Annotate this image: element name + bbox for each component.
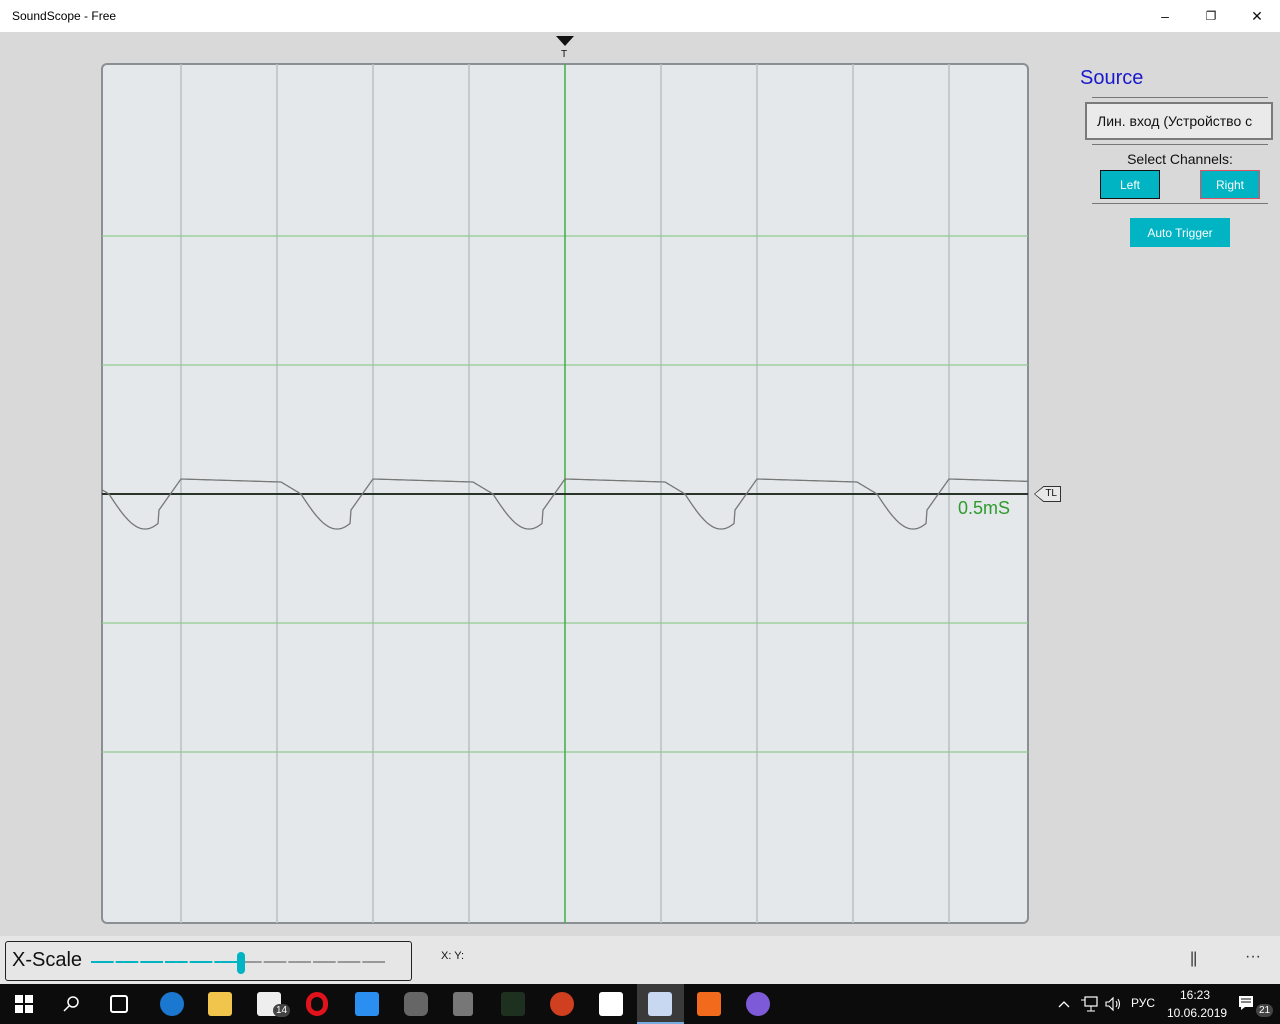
- store-icon[interactable]: [599, 992, 623, 1016]
- task-view-icon[interactable]: [110, 995, 128, 1013]
- window-title: SoundScope - Free: [12, 9, 117, 23]
- left-channel-button[interactable]: Left: [1100, 170, 1160, 199]
- x-scale-slider[interactable]: [86, 952, 391, 974]
- x-scale-control: X-Scale: [5, 941, 412, 981]
- app-icon[interactable]: [355, 992, 379, 1016]
- title-bar: SoundScope - Free – ❐ ✕: [0, 0, 1280, 32]
- divider: [1092, 144, 1268, 145]
- waveform-trace: [101, 478, 1029, 530]
- cursor-readout: X: Y:: [441, 950, 465, 962]
- auto-trigger-button[interactable]: Auto Trigger: [1130, 218, 1230, 247]
- right-channel-button[interactable]: Right: [1200, 170, 1260, 199]
- ccleaner-icon[interactable]: [550, 992, 574, 1016]
- time-scale-label: 0.5mS: [958, 498, 1011, 518]
- app-icon[interactable]: [501, 992, 525, 1016]
- soundscope-icon: [648, 992, 672, 1016]
- recorder-icon[interactable]: [697, 992, 721, 1016]
- minimize-button[interactable]: –: [1161, 8, 1169, 24]
- x-scale-label: X-Scale: [12, 949, 83, 971]
- pause-button[interactable]: ||: [1190, 950, 1197, 967]
- network-icon[interactable]: [1080, 996, 1098, 1012]
- more-button[interactable]: ···: [1245, 948, 1261, 965]
- viber-icon[interactable]: [746, 992, 770, 1016]
- clock-time[interactable]: 16:23: [1180, 988, 1211, 1002]
- trigger-position-marker[interactable]: [556, 36, 574, 46]
- file-explorer-icon[interactable]: [208, 992, 232, 1016]
- search-icon[interactable]: [62, 995, 80, 1013]
- notifications-badge: 21: [1256, 1004, 1274, 1017]
- language-indicator[interactable]: РУС: [1131, 996, 1156, 1010]
- restore-button[interactable]: ❐: [1205, 9, 1217, 23]
- close-button[interactable]: ✕: [1251, 7, 1263, 24]
- select-channels-label: Select Channels:: [1127, 151, 1233, 167]
- divider: [1092, 97, 1268, 98]
- opera-icon[interactable]: [306, 992, 328, 1016]
- volume-icon[interactable]: [1104, 996, 1122, 1012]
- soundscope-taskbar-button[interactable]: [637, 984, 684, 1024]
- windows-start-icon[interactable]: [15, 995, 33, 1013]
- app-icon[interactable]: [404, 992, 428, 1016]
- chevron-up-icon[interactable]: [1057, 998, 1071, 1010]
- taskbar: 14 РУС 16:23 10.06.2019 21: [0, 984, 1280, 1024]
- slider-thumb: [237, 952, 245, 974]
- edge-icon[interactable]: [160, 992, 184, 1016]
- app-icon[interactable]: [453, 992, 473, 1016]
- divider: [1092, 203, 1268, 204]
- trigger-marker-label: T: [561, 49, 568, 60]
- mail-badge: 14: [273, 1004, 291, 1017]
- trigger-level-label: TL: [1035, 487, 1060, 501]
- clock-date[interactable]: 10.06.2019: [1167, 1006, 1228, 1020]
- bottom-bar: X-Scale X: Y: || ···: [0, 936, 1280, 984]
- notifications-icon[interactable]: [1238, 995, 1254, 1011]
- source-dropdown[interactable]: Лин. вход (Устройство с: [1085, 102, 1273, 140]
- source-title: Source: [1080, 67, 1144, 89]
